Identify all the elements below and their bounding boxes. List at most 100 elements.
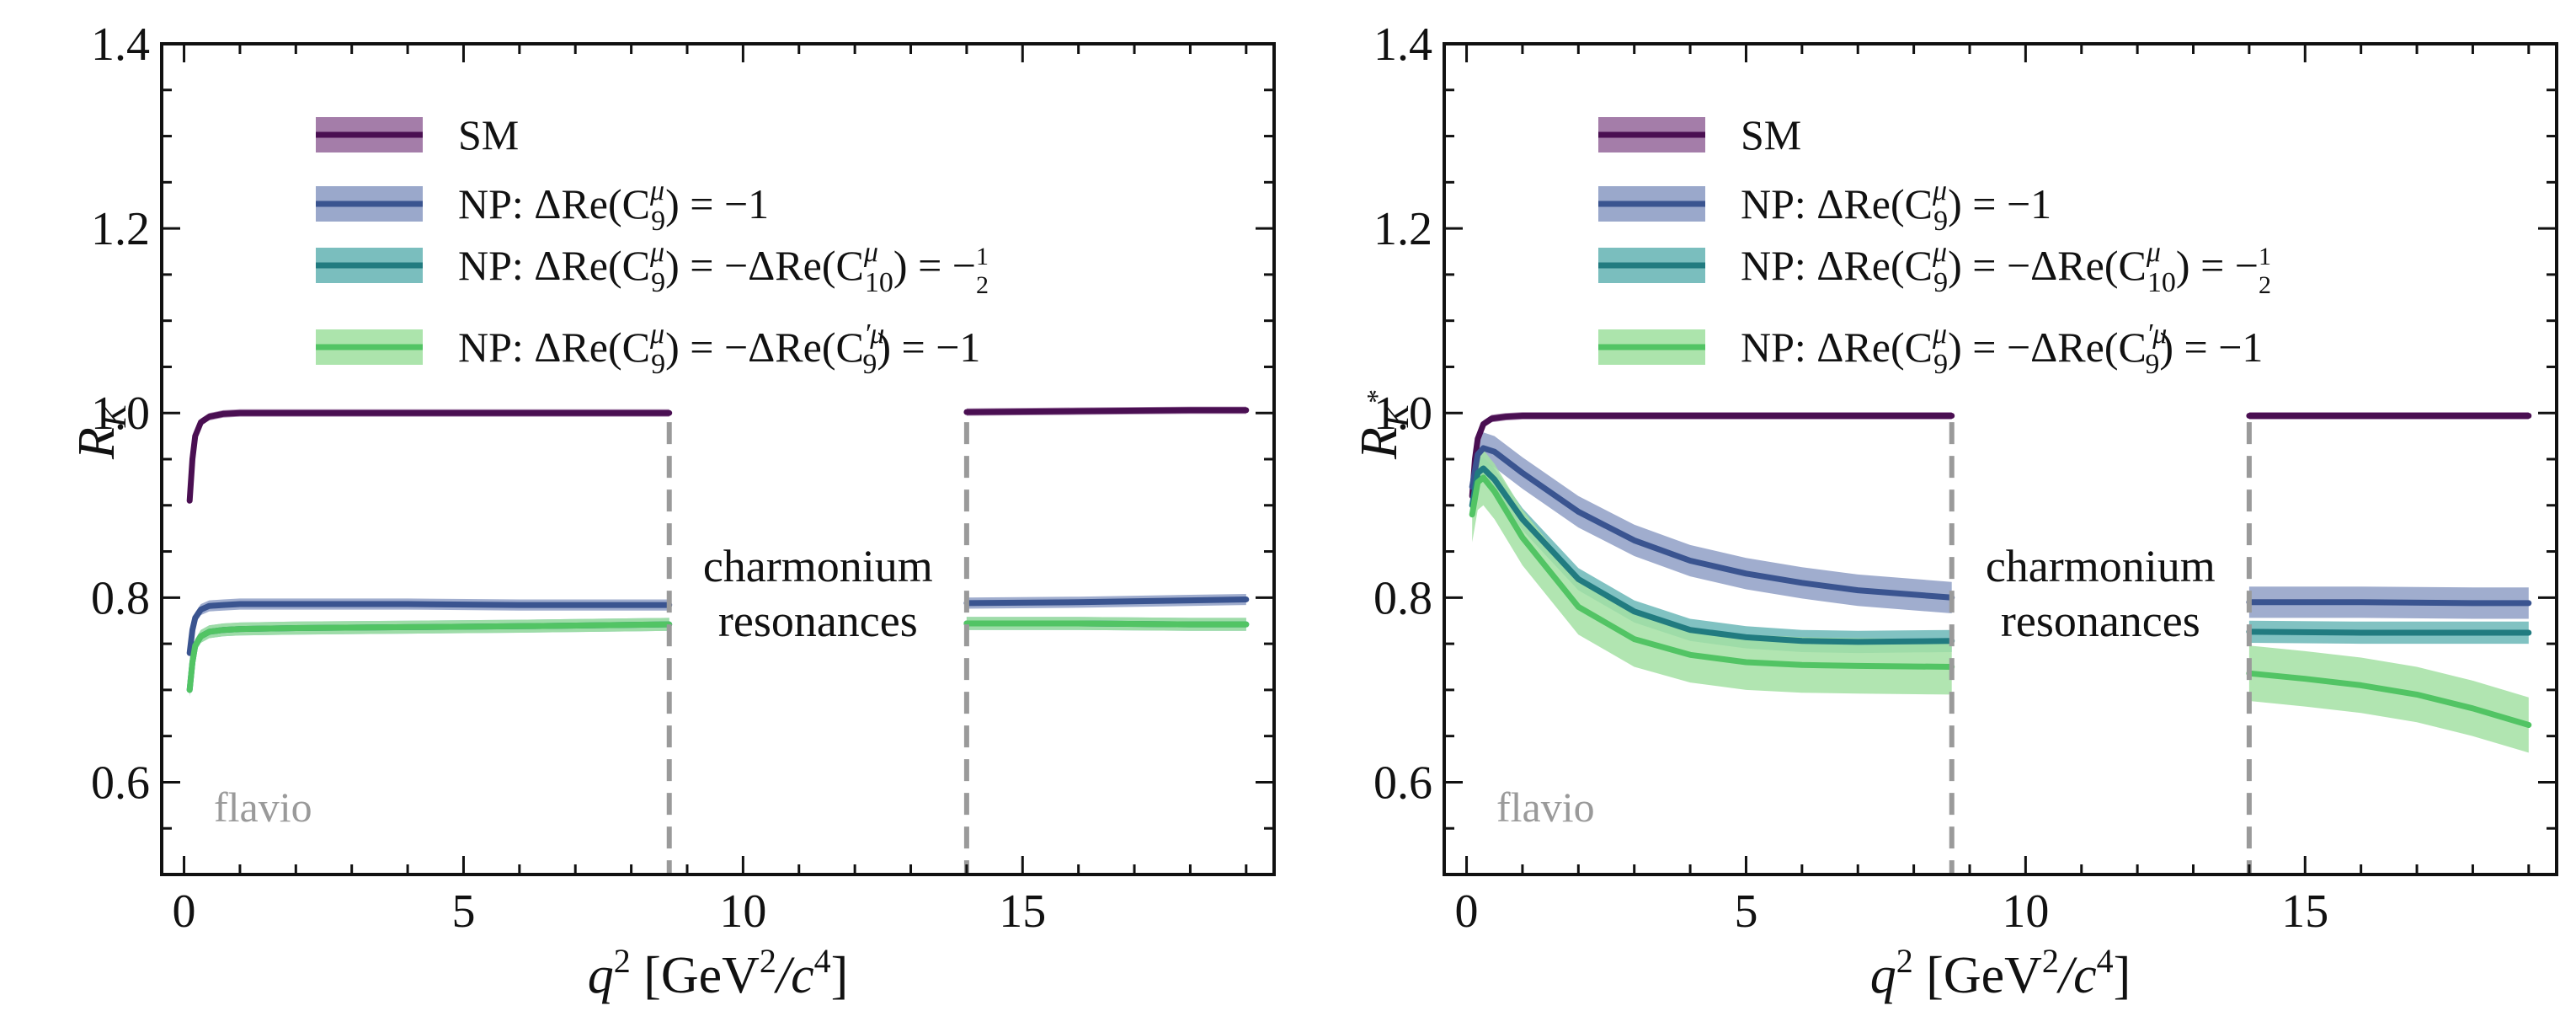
right-legend-label-2-part-8: 1	[2259, 243, 2271, 270]
right-legend-label-3-part-1: μ	[1932, 318, 1947, 350]
left-xlabel-space	[631, 947, 644, 1004]
right-band-series-2-low	[1472, 457, 1952, 654]
right-xlabel-c: /c	[2056, 947, 2097, 1004]
left-xtick-label-3: 15	[999, 885, 1046, 938]
right-line-series-0-low	[1469, 413, 1955, 500]
right-ytick-label-3: 1.2	[1373, 203, 1432, 255]
right-vlines	[1949, 422, 2252, 875]
left-y-axis-label: RK	[68, 403, 133, 460]
right-legend-label-2-part-6: 10	[2147, 267, 2176, 298]
right-line-series-3-high	[2246, 670, 2532, 728]
left-legend-label-2-part-8: 1	[976, 243, 989, 270]
left-legend-label-2-part-0: NP: ΔRe(C	[458, 242, 650, 289]
right-legend-label-1-part-1: μ	[1932, 175, 1947, 206]
right-xlabel-q: q	[1870, 947, 1896, 1004]
right-legend-label-3: NP: ΔRe(Cμ 9) = −ΔRe(C′μ 9) = −1	[1741, 318, 2263, 380]
left-legend-label-2-part-4: = −ΔRe(C	[680, 242, 864, 289]
left-line-series-3-low	[186, 621, 673, 693]
left-watermark: flavio	[214, 784, 312, 831]
right-xlabel-space	[1913, 947, 1927, 1004]
right-legend-label-3-part-3: )	[1948, 324, 1962, 371]
right-legend-label-3-part-4: = −ΔRe(C	[1962, 324, 2147, 371]
right-legend-label-1-part-2: 9	[1933, 206, 1948, 237]
left-legend-label-2-part-1: μ	[649, 237, 664, 268]
left-ticks	[162, 42, 1274, 876]
right-line-series-1-low	[1469, 445, 1955, 601]
right-y-axis-label: RK*	[1351, 390, 1416, 460]
right-band-series-3-high	[2248, 645, 2529, 753]
left-legend-label-3-part-2: 9	[651, 349, 665, 380]
left-xlabel-c: /c	[774, 947, 814, 1004]
left-legend-label-0: SM	[458, 111, 519, 158]
left-legend-label-1: NP: ΔRe(Cμ 9) = −1	[458, 175, 769, 237]
left-legend-label-1-part-1: μ	[649, 175, 664, 206]
left-legend-label-3-part-4: = −ΔRe(C	[680, 324, 864, 371]
left-ytick-label-2: 1.0	[91, 388, 150, 440]
left-legend-label-3-part-1: μ	[649, 318, 664, 350]
left-line-series-1-high	[963, 596, 1250, 607]
left-line-series-0-high	[963, 407, 1250, 415]
right-ylabel-main: R	[1351, 427, 1408, 460]
left-xlabel-close: ]	[831, 947, 849, 1004]
left-xlabel-rest: [GeV	[643, 947, 760, 1004]
right-line-series-1-high	[2246, 599, 2532, 607]
right-plot-frame	[1443, 42, 2558, 876]
left-xtick-label-2: 10	[719, 885, 766, 938]
left-line-series-1-low	[186, 601, 673, 656]
right-legend-label-0-part-0: SM	[1741, 111, 1801, 158]
right-legend-label-1: NP: ΔRe(Cμ 9) = −1	[1741, 175, 2051, 237]
left-line-series-3-high	[963, 620, 1250, 628]
right-legend-label-3-part-6: 9	[2145, 349, 2159, 380]
left-ytick-label-3: 1.2	[91, 203, 150, 255]
left-legend-label-2-part-7: ) = −	[893, 242, 976, 289]
left-x-axis-label: q2 [GeV2/c4]	[588, 942, 849, 1004]
left-legend-label-2-part-5: μ	[863, 237, 878, 268]
left-legend-label-3-part-7: ) = −1	[877, 324, 980, 371]
right-legend-label-0: SM	[1741, 111, 1801, 158]
left-tick-labels: 0 5 10 15 0.6 0.8 1.0 1.2 1.4	[91, 19, 1046, 938]
right-legend-label-1-part-0: NP: ΔRe(C	[1741, 180, 1933, 227]
left-legend-label-3-part-6: 9	[862, 349, 877, 380]
right-legend-label-2-part-4: = −ΔRe(C	[1962, 242, 2147, 289]
left-lines	[186, 407, 1250, 693]
right-legend-label-3-part-0: NP: ΔRe(C	[1741, 324, 1933, 371]
left-xlabel-c-exp: 4	[814, 942, 831, 980]
left-legend-label-2-part-9: 2	[976, 271, 989, 299]
left-legend-label-3: NP: ΔRe(Cμ 9) = −ΔRe(C′μ 9) = −1	[458, 318, 980, 380]
right-legend-label-3-part-2: 9	[1933, 349, 1948, 380]
right-lines	[1469, 413, 2532, 728]
left-band-series-0-low	[189, 409, 669, 505]
right-ytick-label-1: 0.8	[1373, 572, 1432, 624]
left-annotation-line2: resonances	[718, 596, 918, 646]
left-legend-label-3-part-5: ′μ	[864, 318, 885, 350]
right-legend-label-2-part-5: μ	[2146, 237, 2161, 268]
right-legend-label-2-part-2: 9	[1933, 267, 1948, 298]
right-band-series-3-low	[1472, 450, 1952, 695]
left-ytick-label-4: 1.4	[91, 19, 150, 71]
right-legend-label-1-part-4: = −1	[1962, 180, 2051, 227]
right-annotation-line2: resonances	[2001, 596, 2200, 646]
right-xlabel-rest: [GeV	[1926, 947, 2042, 1004]
right-ytick-label-4: 1.4	[1373, 19, 1432, 71]
right-ytick-label-0: 0.6	[1373, 757, 1432, 809]
left-xlabel-q-exp: 2	[614, 942, 631, 980]
left-legend-label-2-part-3: )	[665, 242, 680, 289]
right-legend-label-2-part-9: 2	[2259, 271, 2271, 299]
right-legend-label-3-part-5: ′μ	[2147, 318, 2168, 350]
right-xtick-label-2: 10	[2002, 885, 2049, 938]
left-legend-label-1-part-4: = −1	[680, 180, 769, 227]
left-ylabel-sub: K	[95, 403, 133, 428]
left-legend-label-1-part-0: NP: ΔRe(C	[458, 180, 650, 227]
left-xlabel-q: q	[588, 947, 614, 1004]
right-tick-labels: 0 5 10 15 0.6 0.8 1.0 1.2 1.4	[1373, 19, 2328, 938]
left-ytick-label-0: 0.6	[91, 757, 150, 809]
right-legend-label-3-part-7: ) = −1	[2159, 324, 2263, 371]
left-annotation-line1: charmonium	[703, 541, 933, 591]
panel-left: 0 5 10 15 0.6 0.8 1.0 1.2 1.4 charmonium resonan…	[68, 19, 1276, 1004]
left-plot-frame	[160, 42, 1276, 876]
right-annotation-line1: charmonium	[1986, 541, 2216, 591]
left-legend-label-2: NP: ΔRe(Cμ 9) = −ΔRe(Cμ 10) = −1 2	[458, 237, 989, 299]
left-legend-label-2-part-6: 10	[865, 267, 893, 298]
